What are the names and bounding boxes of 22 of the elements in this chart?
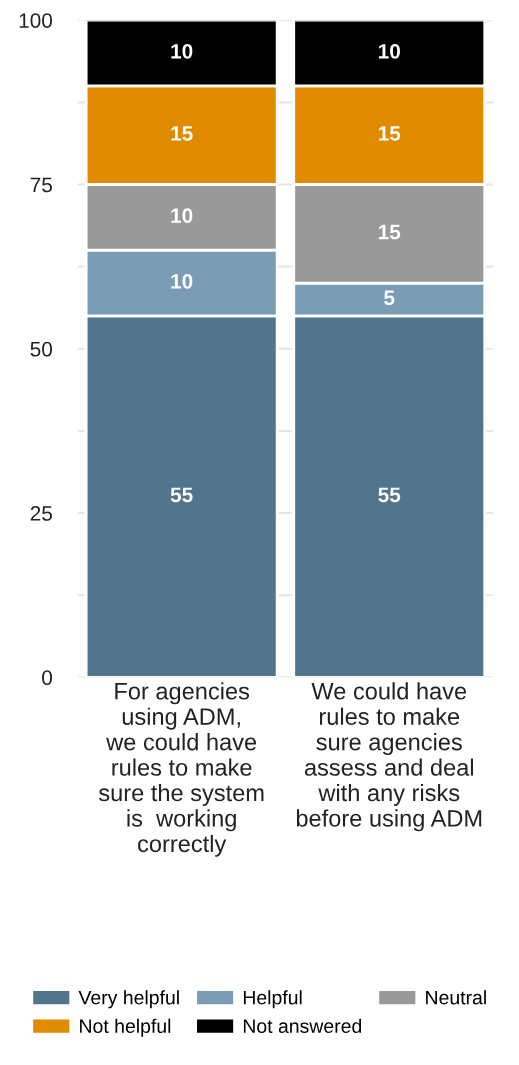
y-tick-label: 100 bbox=[19, 13, 53, 28]
legend-label: Not answered bbox=[243, 1018, 362, 1034]
legend-label: Neutral bbox=[426, 990, 486, 1005]
legend-label: Helpful bbox=[243, 990, 302, 1009]
data-label: 10 bbox=[171, 273, 193, 289]
legend-label: Not helpful bbox=[80, 1018, 171, 1037]
y-tick-label: 0 bbox=[42, 670, 53, 686]
data-label: 15 bbox=[378, 126, 401, 141]
legend-label: Very helpful bbox=[78, 990, 179, 1009]
y-tick-label: 75 bbox=[30, 177, 52, 193]
data-label: 5 bbox=[384, 290, 395, 306]
data-label: 10 bbox=[171, 208, 193, 223]
data-label: 15 bbox=[171, 126, 193, 141]
data-label: 15 bbox=[378, 224, 401, 240]
data-label: 55 bbox=[378, 487, 401, 503]
x-tick-label: We could have rules to make sure agencies assess and deal with any risks before using ADM bbox=[296, 682, 482, 832]
y-tick-label: 50 bbox=[30, 341, 53, 357]
x-tick-label: For agencies using ADM, we could have rules to make sure the system is working correctly bbox=[98, 682, 264, 857]
data-label: 55 bbox=[170, 487, 193, 503]
y-tick-label: 25 bbox=[30, 506, 52, 521]
data-label: 10 bbox=[378, 43, 400, 59]
data-label: 10 bbox=[171, 43, 193, 59]
